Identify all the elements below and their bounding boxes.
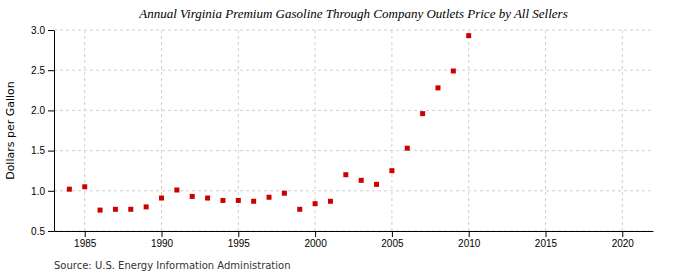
data-point xyxy=(220,198,225,203)
chart-svg: 1985 1990 1995 2000 2005 2010 2015 2020 0.5 1.0 1.… xyxy=(0,0,675,275)
tick-mark xyxy=(238,231,239,237)
data-point xyxy=(144,204,149,209)
tick-label: 2.5 xyxy=(31,65,45,76)
tick: 1985 xyxy=(74,231,97,249)
data-point xyxy=(113,207,118,212)
tick-label: 3.0 xyxy=(31,25,45,36)
tick-label: 2005 xyxy=(381,238,404,249)
tick-mark xyxy=(48,151,54,152)
tick: 1995 xyxy=(228,231,251,249)
grid-line-x xyxy=(545,30,546,231)
tick-label: 1985 xyxy=(74,238,97,249)
data-point xyxy=(98,208,103,213)
data-point xyxy=(174,187,179,192)
grid-line-x xyxy=(391,30,392,231)
data-point xyxy=(374,182,379,187)
tick-label: 2.0 xyxy=(31,105,45,116)
tick-mark xyxy=(48,191,54,192)
data-point xyxy=(389,168,394,173)
axis-line xyxy=(54,31,55,232)
x-axis: 1985 1990 1995 2000 2005 2010 2015 2020 xyxy=(55,231,654,249)
data-point xyxy=(420,111,425,116)
tick-mark xyxy=(85,231,86,237)
tick-label: 1990 xyxy=(151,238,174,249)
data-point xyxy=(405,146,410,151)
tick-mark xyxy=(48,30,54,31)
tick-mark xyxy=(545,231,546,237)
grid-line-y xyxy=(54,150,653,151)
data-point xyxy=(190,194,195,199)
tick-label: 1995 xyxy=(228,238,251,249)
data-point xyxy=(328,199,333,204)
grid xyxy=(54,30,653,231)
plot-area xyxy=(67,33,471,212)
tick-mark xyxy=(469,231,470,237)
tick-label: 2020 xyxy=(612,238,635,249)
tick: 2000 xyxy=(304,231,327,249)
tick-mark xyxy=(48,231,54,232)
grid-line-x xyxy=(161,30,162,231)
tick-mark xyxy=(48,70,54,71)
data-point xyxy=(205,196,210,201)
tick: 2005 xyxy=(381,231,404,249)
data-point xyxy=(359,178,364,183)
tick: 2020 xyxy=(612,231,635,249)
data-point xyxy=(435,85,440,90)
tick: 0.5 xyxy=(31,226,54,237)
tick-label: 2000 xyxy=(304,238,327,249)
axis-line xyxy=(55,231,654,232)
data-point xyxy=(466,33,471,38)
grid-line-x xyxy=(84,30,85,231)
data-point xyxy=(236,198,241,203)
tick-mark xyxy=(622,231,623,237)
data-point xyxy=(451,69,456,74)
tick: 2.5 xyxy=(31,65,54,76)
tick-mark xyxy=(48,110,54,111)
tick-label: 1.5 xyxy=(31,145,45,156)
tick: 1.5 xyxy=(31,145,54,156)
tick-label: 2015 xyxy=(535,238,558,249)
tick: 2010 xyxy=(458,231,481,249)
tick-label: 0.5 xyxy=(31,226,45,237)
tick: 1.0 xyxy=(31,186,54,197)
tick-mark xyxy=(315,231,316,237)
data-point xyxy=(343,172,348,177)
data-point xyxy=(251,199,256,204)
data-point xyxy=(267,195,272,200)
y-axis: 0.5 1.0 1.5 2.0 2.5 3.0 xyxy=(31,25,54,237)
grid-line-x xyxy=(468,30,469,231)
tick: 3.0 xyxy=(31,25,54,36)
grid-line-x xyxy=(315,30,316,231)
tick-label: 1.0 xyxy=(31,186,45,197)
tick-label: 2010 xyxy=(458,238,481,249)
grid-line-y xyxy=(54,190,653,191)
data-point xyxy=(82,184,87,189)
data-point xyxy=(67,187,72,192)
data-point xyxy=(159,196,164,201)
y-axis-label: Dollars per Gallon xyxy=(4,81,17,180)
grid-line-y xyxy=(54,231,653,232)
data-point xyxy=(282,191,287,196)
grid-line-x xyxy=(622,30,623,231)
chart-container: 1985 1990 1995 2000 2005 2010 2015 2020 0.5 1.0 1.… xyxy=(0,0,675,275)
tick-mark xyxy=(392,231,393,237)
grid-line-y xyxy=(54,30,653,31)
tick: 2015 xyxy=(535,231,558,249)
tick: 2.0 xyxy=(31,105,54,116)
data-point xyxy=(128,207,133,212)
tick: 1990 xyxy=(151,231,174,249)
chart-title: Annual Virginia Premium Gasoline Through… xyxy=(138,6,567,21)
data-point xyxy=(313,201,318,206)
data-point xyxy=(297,207,302,212)
tick-mark xyxy=(162,231,163,237)
grid-line-y xyxy=(54,110,653,111)
grid-line-y xyxy=(54,70,653,71)
source-note: Source: U.S. Energy Information Administ… xyxy=(54,260,291,271)
